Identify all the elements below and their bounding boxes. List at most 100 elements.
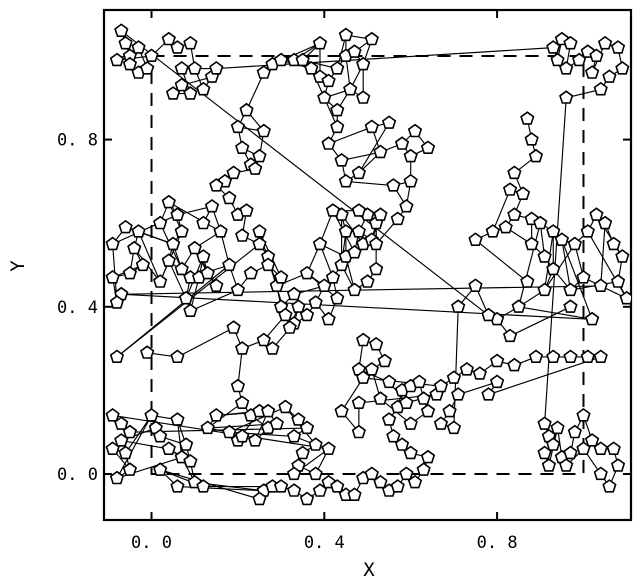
data-point-pentagon — [559, 458, 574, 472]
data-point-pentagon — [511, 299, 526, 313]
data-point-pentagon — [546, 261, 561, 276]
data-point-pentagon — [619, 290, 631, 305]
data-point-pentagon — [550, 52, 565, 67]
plot-frame — [102, 8, 633, 522]
data-point-pentagon — [256, 332, 271, 347]
data-point-pentagon — [248, 433, 263, 447]
data-point-pentagon — [278, 399, 293, 414]
data-point-pentagon — [399, 395, 414, 410]
data-point-pentagon — [602, 69, 617, 83]
data-point-pentagon — [153, 428, 168, 443]
data-point-pentagon — [403, 173, 418, 188]
data-point-pentagon — [122, 56, 138, 71]
data-point-pentagon — [563, 35, 578, 50]
data-point-pentagon — [131, 40, 146, 54]
data-point-pentagon — [273, 270, 289, 284]
data-point-pentagon — [252, 148, 267, 163]
x-tick-label: 0. 0 — [131, 533, 172, 553]
bond-line — [518, 306, 593, 320]
data-point-pentagon — [252, 236, 267, 251]
data-point-pentagon — [239, 102, 254, 117]
data-point-pentagon — [550, 420, 565, 435]
data-point-pentagon — [528, 148, 544, 163]
data-point-pentagon — [351, 203, 366, 217]
data-point-pentagon — [144, 48, 159, 63]
data-point-pentagon — [170, 412, 185, 426]
data-point-pentagon — [109, 470, 125, 485]
data-point-pentagon — [364, 31, 379, 46]
data-point-pentagon — [351, 395, 366, 410]
data-point-pentagon — [610, 274, 626, 288]
data-point-pentagon — [295, 52, 310, 67]
data-point-pentagon — [390, 479, 405, 493]
data-point-pentagon — [256, 123, 271, 138]
data-point-pentagon — [356, 370, 371, 384]
data-point-pentagon — [308, 466, 323, 481]
data-point-pentagon — [170, 349, 185, 364]
data-point-pentagon — [330, 119, 345, 134]
data-point-pentagon — [325, 270, 341, 284]
data-point-pentagon — [563, 299, 578, 313]
data-point-pentagon — [369, 236, 384, 251]
data-point-pentagon — [286, 286, 302, 301]
data-point-pentagon — [243, 265, 259, 280]
data-point-pentagon — [507, 207, 522, 221]
y-tick-label: 0. 8 — [57, 131, 98, 151]
data-point-pentagon — [433, 378, 449, 393]
data-point-pentagon — [524, 132, 539, 146]
data-point-pentagon — [209, 278, 224, 293]
data-point-pentagon — [252, 491, 267, 506]
data-point-pentagon — [559, 61, 574, 75]
data-point-pentagon — [364, 119, 379, 134]
data-point-pentagon — [403, 148, 418, 163]
data-point-pentagon — [161, 253, 176, 267]
data-point-pentagon — [317, 90, 332, 104]
data-point-pentagon — [170, 479, 185, 493]
data-point-pentagon — [291, 412, 306, 426]
data-point-pentagon — [114, 416, 129, 430]
data-point-pentagon — [278, 307, 293, 322]
data-point-pentagon — [546, 437, 561, 451]
data-point-pentagon — [416, 462, 431, 476]
data-point-pentagon — [334, 403, 349, 418]
data-point-pentagon — [351, 224, 366, 238]
data-point-pentagon — [308, 295, 323, 309]
bond-line — [358, 122, 390, 174]
bond-line — [207, 402, 243, 429]
x-tick-label: 0. 4 — [304, 533, 345, 553]
data-point-pentagon — [235, 395, 250, 410]
bond-line — [121, 285, 601, 295]
data-point-pentagon — [593, 81, 608, 96]
data-point-pentagon — [299, 491, 315, 506]
data-point-pentagon — [407, 474, 423, 489]
data-point-pentagon — [209, 408, 224, 422]
data-point-pentagon — [299, 265, 315, 280]
data-point-pentagon — [222, 190, 237, 205]
data-point-pentagon — [589, 48, 604, 63]
data-point-pentagon — [537, 416, 552, 430]
bond-line — [328, 126, 373, 145]
data-point-pentagon — [381, 412, 397, 426]
data-point-pentagon — [170, 207, 185, 221]
data-point-pentagon — [261, 403, 276, 418]
data-point-pentagon — [321, 73, 336, 88]
bond-line — [246, 72, 265, 111]
data-point-pentagon — [105, 441, 120, 456]
bond-line — [509, 306, 571, 337]
data-point-pentagon — [451, 299, 466, 313]
data-point-pentagon — [330, 479, 345, 493]
data-point-pentagon — [615, 61, 630, 75]
data-point-pentagon — [183, 35, 198, 50]
data-point-pentagon — [541, 458, 557, 472]
data-point-pentagon — [554, 232, 570, 246]
data-point-pentagon — [481, 387, 496, 401]
data-point-pentagon — [165, 236, 181, 251]
data-point-pentagon — [330, 61, 345, 75]
x-axis-label: X — [363, 559, 375, 581]
data-point-pentagon — [338, 224, 354, 238]
data-point-pentagon — [273, 479, 289, 493]
data-point-pentagon — [498, 219, 513, 234]
data-point-pentagon — [446, 370, 462, 384]
data-point-pentagon — [615, 249, 630, 263]
